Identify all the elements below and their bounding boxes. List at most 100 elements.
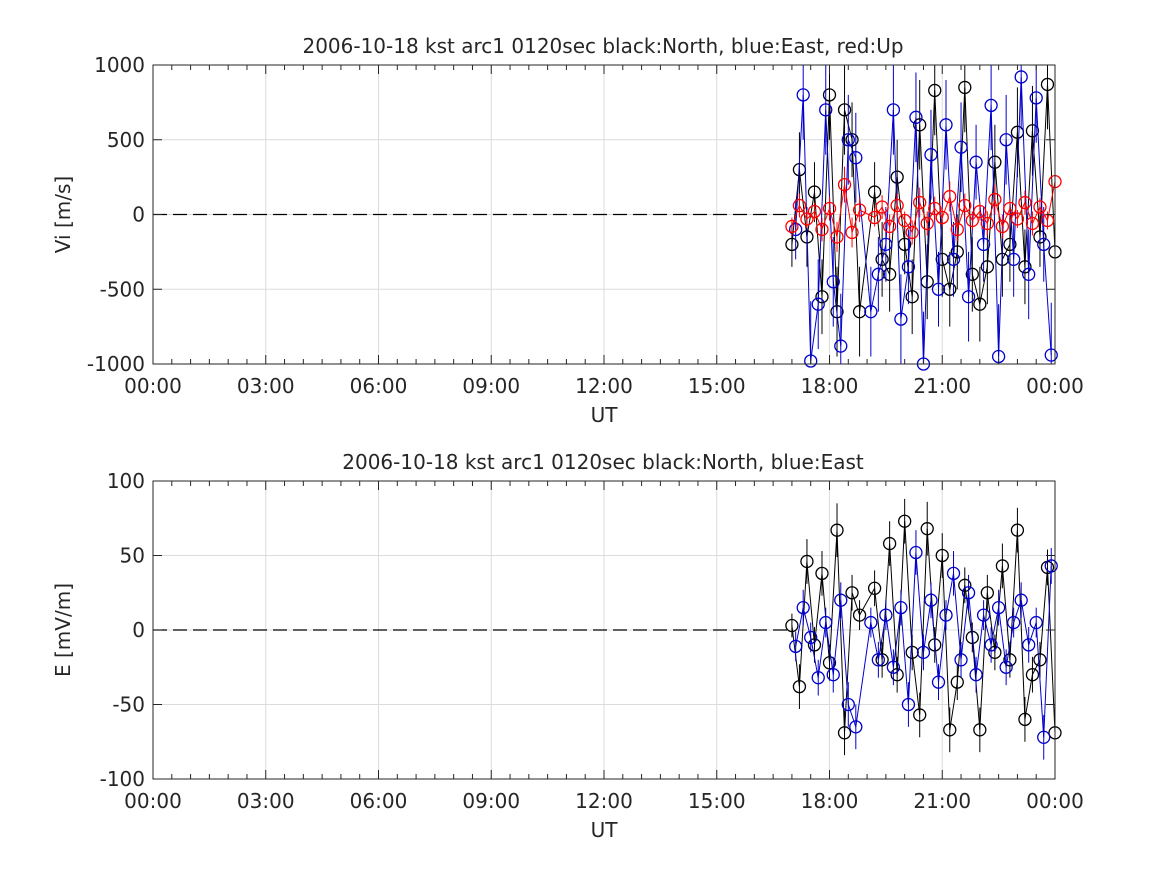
data-point	[845, 586, 859, 600]
data-point	[796, 88, 810, 102]
data-point	[1007, 252, 1021, 267]
data-point	[973, 204, 987, 219]
data-point	[841, 697, 855, 712]
x-tick-label: 09:00	[462, 789, 520, 813]
x-tick-label: 15:00	[688, 374, 746, 398]
data-point	[980, 260, 994, 274]
data-point	[1033, 653, 1047, 667]
y-tick-label: 1000	[94, 53, 145, 77]
x-tick-label: 00:00	[1026, 374, 1084, 398]
data-point	[1018, 195, 1032, 210]
data-point	[999, 133, 1013, 147]
series-north	[785, 498, 1062, 756]
data-point	[837, 177, 852, 192]
data-point	[954, 140, 968, 154]
data-point	[1014, 70, 1028, 84]
data-point	[988, 645, 1002, 659]
data-point	[822, 656, 837, 670]
data-point	[939, 608, 953, 622]
data-point	[1022, 638, 1036, 652]
data-point	[882, 536, 897, 551]
x-tick-label: 06:00	[350, 374, 408, 398]
data-point	[830, 230, 844, 244]
data-point	[943, 723, 957, 737]
data-point	[890, 668, 904, 682]
data-point	[800, 212, 814, 226]
data-point	[1025, 668, 1040, 682]
data-point	[973, 723, 987, 737]
y-tick-label: -50	[112, 693, 145, 717]
y-tick-label: 0	[132, 618, 145, 642]
data-point	[826, 275, 840, 289]
data-point	[1037, 237, 1051, 252]
x-tick-label: 12:00	[575, 789, 633, 813]
data-point	[845, 225, 859, 240]
data-point	[804, 354, 818, 368]
panel-1	[152, 480, 1062, 780]
y-tick-label: 100	[107, 469, 145, 493]
x-tick-label: 18:00	[801, 789, 859, 813]
data-point	[819, 103, 833, 117]
data-point	[898, 213, 912, 228]
data-point	[1044, 559, 1058, 573]
data-point	[924, 148, 938, 162]
data-point	[879, 608, 893, 622]
chart-title: 2006-10-18 kst arc1 0120sec black:North,…	[302, 34, 903, 58]
data-point	[815, 566, 829, 581]
y-tick-label: 50	[120, 544, 145, 568]
data-point	[1025, 216, 1040, 231]
data-point	[965, 213, 979, 228]
data-point	[984, 638, 998, 652]
data-point	[882, 219, 897, 234]
x-tick-label: 15:00	[688, 789, 746, 813]
data-point	[1014, 593, 1028, 607]
data-point	[875, 653, 889, 667]
data-point	[976, 237, 991, 252]
x-tick-label: 03:00	[237, 374, 295, 398]
data-point	[946, 566, 961, 581]
data-point	[969, 155, 983, 169]
data-point	[826, 668, 840, 682]
data-point	[804, 630, 818, 645]
data-point	[867, 581, 882, 595]
data-point	[1003, 201, 1017, 216]
data-point	[928, 201, 942, 216]
data-point	[1022, 267, 1036, 281]
data-point	[935, 210, 949, 225]
data-point	[943, 282, 957, 296]
data-point	[1040, 77, 1055, 92]
data-point	[958, 198, 972, 213]
y-tick-label: -100	[100, 767, 145, 791]
data-point	[976, 608, 991, 622]
data-point	[909, 110, 923, 124]
data-point	[898, 514, 912, 528]
data-point	[961, 586, 976, 600]
series-up	[785, 166, 1062, 252]
data-point	[988, 192, 1002, 207]
y-tick-label: -1000	[87, 352, 145, 376]
data-point	[819, 615, 833, 630]
x-tick-label: 21:00	[913, 374, 971, 398]
data-point	[943, 189, 957, 204]
data-point	[837, 103, 852, 117]
data-point	[988, 155, 1002, 169]
data-point	[950, 675, 964, 689]
data-point	[1010, 523, 1025, 537]
data-point	[800, 554, 814, 569]
data-point	[1029, 615, 1043, 630]
data-point	[980, 586, 994, 600]
y-axis-label: E [mV/m]	[51, 583, 75, 677]
series-line-north	[791, 521, 1056, 733]
data-point	[1037, 730, 1051, 744]
data-point	[1010, 212, 1025, 226]
data-point	[807, 638, 822, 652]
data-point	[950, 222, 964, 237]
data-point	[1003, 653, 1017, 667]
series-east	[789, 65, 1058, 371]
data-point	[905, 290, 919, 304]
data-point	[961, 290, 976, 304]
data-point	[834, 593, 848, 607]
data-point	[1029, 91, 1043, 105]
data-point	[886, 103, 901, 117]
y-tick-label: 0	[132, 203, 145, 227]
